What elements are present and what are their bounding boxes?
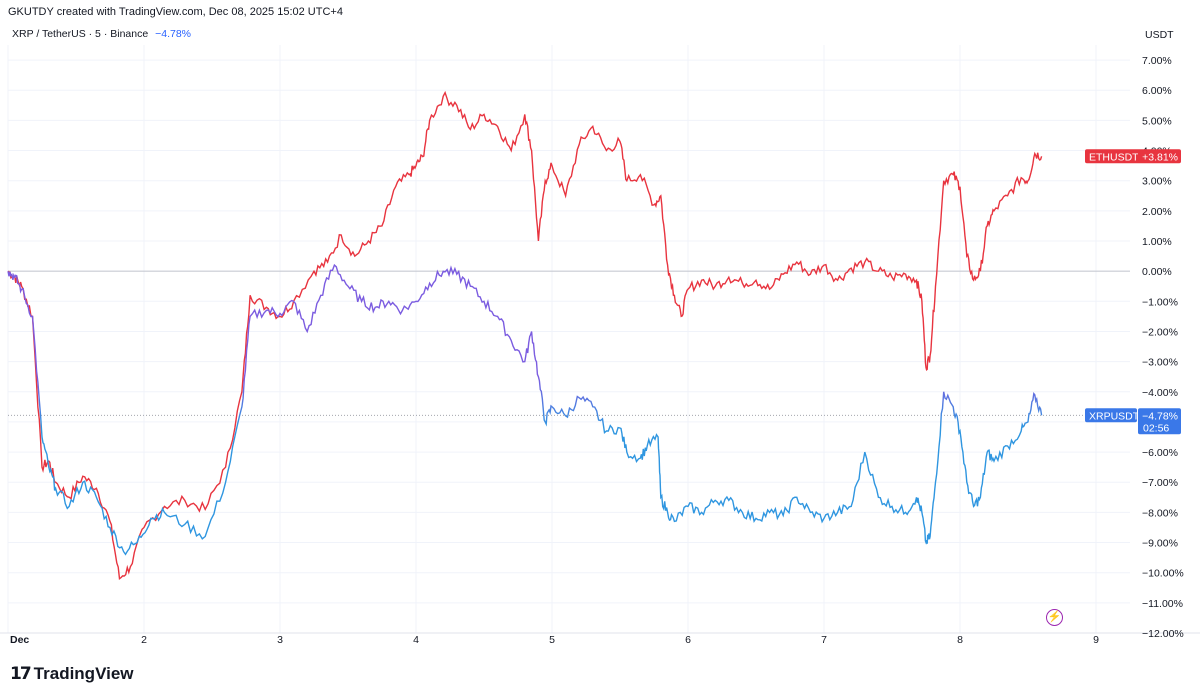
y-tick-label: −11.00% [1142,598,1183,610]
x-tick-label: 5 [549,634,555,646]
symbol-change: −4.78% [155,28,192,40]
eth-tag-value: +3.81% [1142,151,1178,163]
y-tick-label: 0.00% [1142,266,1172,278]
y-tick-label: 5.00% [1142,115,1172,127]
eth-series-line[interactable] [7,90,1043,580]
y-tick-label: −6.00% [1142,447,1178,459]
tradingview-logo[interactable]: 17 TradingView [10,664,134,684]
y-tick-label: −1.00% [1142,296,1178,308]
xrp-series-line[interactable] [7,263,1043,556]
x-tick-label: 4 [413,634,419,646]
symbol-info[interactable]: XRP / TetherUS · 5 · Binance −4.78% [12,28,191,40]
eth-tag-name: ETHUSDT [1089,151,1139,163]
xrp-tag-value: −4.78% [1142,410,1178,422]
lightning-icon[interactable]: ⚡ [1046,609,1063,626]
grid-lines [7,45,1130,634]
chart-caption: GKUTDY created with TradingView.com, Dec… [8,6,343,18]
y-tick-label: 3.00% [1142,176,1172,188]
x-tick-label: 2 [141,634,147,646]
series-layer [7,90,1043,580]
tv-logo-icon: 17 [10,664,32,684]
xrp-tag-value-bg [1138,408,1181,435]
y-tick-label: 6.00% [1142,85,1172,97]
time-axis[interactable]: Dec 2 3 4 5 6 7 8 9 [10,634,1099,646]
y-tick-label: −2.00% [1142,326,1178,338]
y-tick-label: −12.00% [1142,628,1184,640]
x-tick-label: Dec [10,634,29,646]
price-axis[interactable]: 7.00%6.00%5.00%4.00%3.00%2.00%1.00%0.00%… [1142,55,1184,640]
y-tick-label: −7.00% [1142,477,1178,489]
y-tick-label: −3.00% [1142,357,1178,369]
eth-tag-value-bg [1138,150,1180,163]
y-tick-label: −10.00% [1142,568,1184,580]
y-axis-unit: USDT [1145,29,1174,41]
y-tick-label: 2.00% [1142,206,1172,218]
last-value-tags: ETHUSDT +3.81% XRPUSDT −4.78%02:56 [1085,149,1181,435]
x-tick-label: 8 [957,634,963,646]
xrp-tag-name: XRPUSDT [1089,410,1140,422]
bar-countdown: 02:56 [1143,422,1169,434]
symbol-label: XRP / TetherUS · 5 · Binance [12,28,149,40]
y-tick-label: −9.00% [1142,538,1178,550]
brand-name: TradingView [33,664,134,683]
x-tick-label: 7 [821,634,827,646]
y-tick-label: −8.00% [1142,507,1178,519]
xrp-last-tag [1085,408,1137,423]
x-tick-label: 6 [685,634,691,646]
y-tick-label: 7.00% [1142,55,1172,67]
x-tick-label: 3 [277,634,283,646]
y-tick-label: −4.00% [1142,387,1178,399]
x-tick-label: 9 [1093,634,1099,646]
y-tick-label: 1.00% [1142,236,1172,248]
